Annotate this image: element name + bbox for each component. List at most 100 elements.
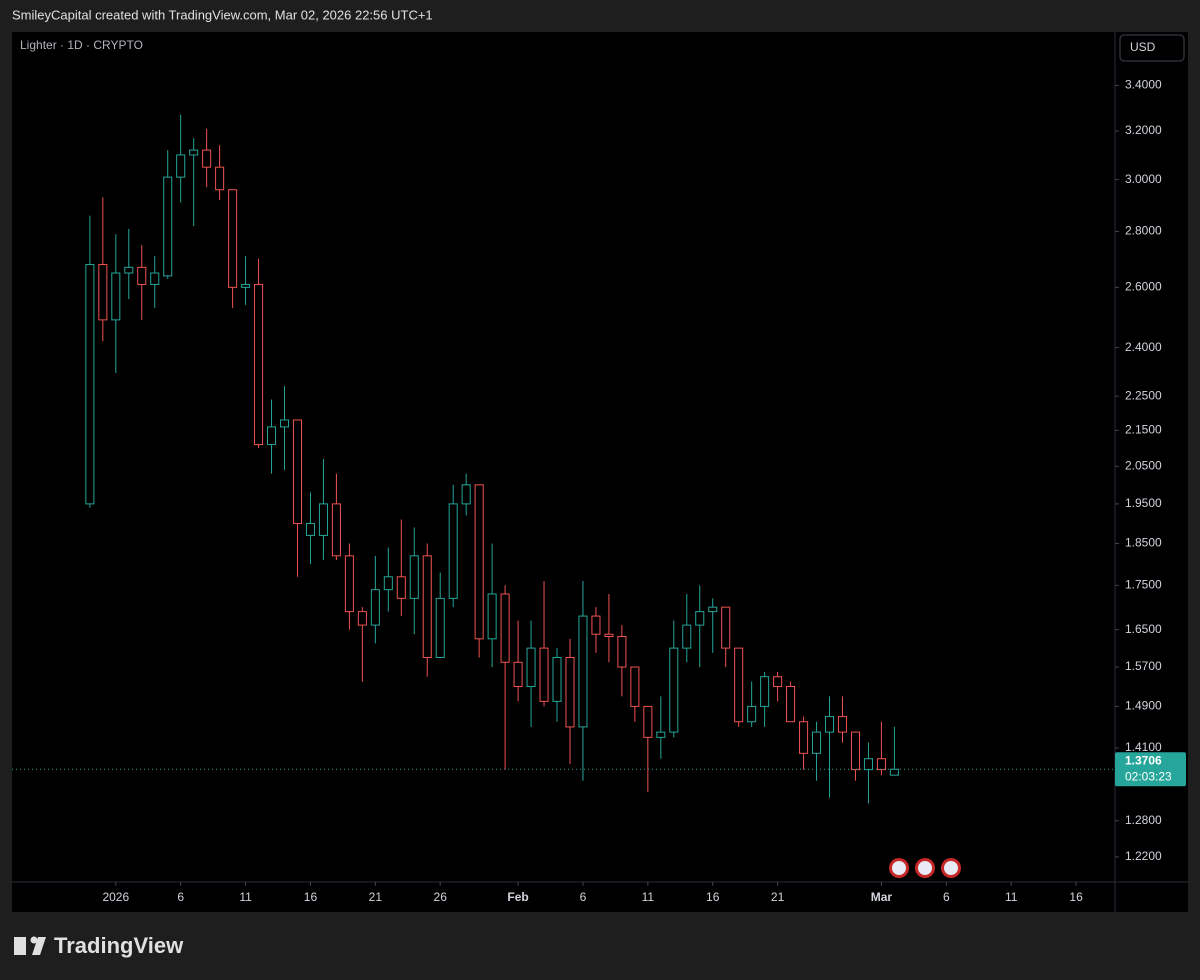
candle-body: [643, 705, 653, 738]
y-tick-label: 1.2200: [1125, 849, 1162, 863]
candle-body: [448, 503, 458, 599]
x-tick-label: 6: [943, 890, 950, 904]
y-tick-label: 2.8000: [1125, 224, 1162, 238]
y-tick-label: 3.4000: [1125, 78, 1162, 92]
currency-button[interactable]: [1119, 34, 1185, 62]
y-tick-label: 2.1500: [1125, 423, 1162, 437]
y-tick-label: 3.2000: [1125, 123, 1162, 137]
candle-body: [812, 731, 822, 754]
candle-body: [318, 503, 328, 536]
candle-body: [176, 154, 186, 178]
candle-body: [267, 426, 277, 446]
y-tick-label: 1.5700: [1125, 659, 1162, 673]
candle-body: [292, 419, 303, 524]
candle-body: [150, 272, 160, 285]
candle-body: [331, 503, 341, 557]
candle-body: [669, 647, 679, 733]
currency[interactable]: USD: [1130, 40, 1156, 54]
x-tick-label: 16: [304, 890, 318, 904]
event-icon: [918, 861, 932, 875]
candle-body: [747, 705, 757, 723]
candle-body: [552, 657, 562, 702]
candle-body: [409, 555, 419, 599]
candle-body: [539, 647, 549, 702]
x-tick-label: 16: [1069, 890, 1083, 904]
event-icon: [944, 861, 958, 875]
candle-body: [824, 716, 835, 733]
candle-body: [305, 522, 315, 536]
candle-body: [695, 611, 705, 626]
candle-body: [422, 555, 432, 659]
candle-body: [500, 593, 510, 663]
candle-body: [189, 149, 199, 156]
candle-body: [876, 758, 886, 771]
y-tick-label: 2.0500: [1125, 458, 1162, 472]
candle-body: [604, 633, 614, 638]
candle-body: [241, 283, 251, 288]
logo-text: TradingView: [54, 933, 184, 958]
x-tick-label: Feb: [507, 890, 528, 904]
candle-body: [786, 685, 796, 723]
candle-body: [163, 176, 173, 277]
candle-body: [357, 611, 367, 626]
x-tick-label: 2026: [102, 890, 129, 904]
candle-body: [630, 666, 640, 707]
logo: TradingView: [14, 933, 184, 958]
candles: [85, 114, 899, 804]
candle-body: [228, 189, 238, 288]
event-icon: [892, 861, 906, 875]
x-tick-label: Mar: [871, 890, 893, 904]
y-tick-label: 1.4900: [1125, 699, 1162, 713]
candle-body: [656, 731, 666, 738]
candle-body: [474, 484, 484, 640]
y-tick-label: 1.2800: [1125, 813, 1162, 827]
y-tick-label: 3.0000: [1125, 172, 1162, 186]
candle-body: [215, 166, 225, 191]
y-tick-label: 1.9500: [1125, 496, 1162, 510]
candle-body: [773, 676, 783, 687]
candle-body: [721, 606, 731, 649]
logo-mark: [14, 937, 26, 955]
candle-body: [383, 576, 393, 591]
last-price-label: 1.3706: [1125, 753, 1162, 767]
y-tick-label: 1.4100: [1125, 740, 1162, 754]
candle-body: [837, 716, 848, 733]
time-scale: [12, 882, 1188, 912]
candle-body: [279, 419, 290, 428]
candle-body: [513, 661, 523, 687]
candle-body: [461, 484, 471, 505]
attribution: SmileyCapital created with TradingView.c…: [12, 7, 433, 22]
candle-body: [734, 647, 744, 723]
candle-body: [760, 676, 770, 707]
event-icons[interactable]: [889, 858, 961, 878]
candle-body: [682, 624, 692, 649]
x-tick-label: 21: [369, 890, 383, 904]
candle-body: [370, 589, 380, 626]
candle-body: [254, 283, 264, 446]
y-tick-label: 2.4000: [1125, 340, 1162, 354]
price-scale: [1115, 32, 1188, 882]
candle-body: [137, 266, 147, 285]
candle-body: [111, 272, 121, 321]
x-tick-label: 21: [771, 890, 785, 904]
last-price-box: [1115, 752, 1186, 787]
logo-mark: [30, 936, 38, 944]
candle-body: [799, 721, 809, 754]
candle-body: [617, 636, 627, 668]
y-tick-label: 1.7500: [1125, 578, 1162, 592]
candle-body: [202, 149, 212, 168]
x-tick-label: 11: [642, 890, 655, 904]
candle-body: [487, 593, 497, 640]
candle-body: [124, 266, 134, 274]
candle-body: [396, 576, 406, 599]
x-tick-label: 6: [580, 890, 587, 904]
x-tick-label: 26: [434, 890, 448, 904]
candle-body: [708, 606, 718, 613]
x-tick-label: 11: [1005, 890, 1018, 904]
y-tick-label: 1.8500: [1125, 536, 1162, 550]
x-tick-label: 16: [706, 890, 720, 904]
y-tick-label: 2.6000: [1125, 280, 1162, 294]
plot-area: [12, 32, 1115, 882]
